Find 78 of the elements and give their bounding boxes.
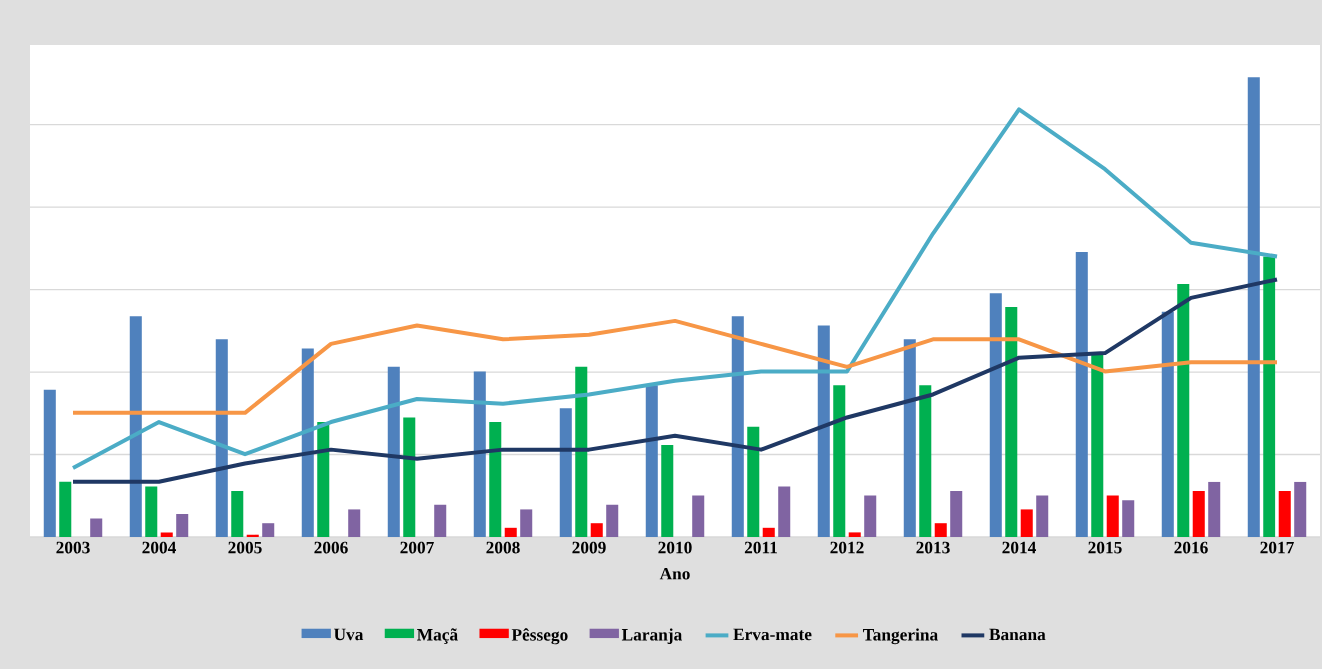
bar xyxy=(989,293,1002,537)
bar xyxy=(1161,311,1174,537)
bar xyxy=(848,532,861,537)
bar xyxy=(1020,509,1033,537)
x-tick-label: 2016 xyxy=(1174,541,1208,554)
x-tick-label: 2012 xyxy=(830,541,864,554)
bar xyxy=(215,339,228,537)
x-tick-label: 2014 xyxy=(1002,541,1037,554)
x-tick-label: 2005 xyxy=(228,541,262,554)
bar xyxy=(1208,481,1221,537)
bar xyxy=(817,325,830,537)
bar xyxy=(1075,251,1088,537)
bar xyxy=(1278,491,1291,537)
bar xyxy=(1122,500,1135,537)
bar xyxy=(1177,284,1190,537)
x-tick-label: 2006 xyxy=(314,541,348,554)
bar xyxy=(1005,307,1018,537)
bar xyxy=(590,523,603,537)
bar xyxy=(934,523,947,537)
x-tick-label: 2008 xyxy=(486,541,520,554)
bar xyxy=(731,316,744,537)
x-tick-label: 2004 xyxy=(142,541,177,554)
bar xyxy=(559,408,572,537)
bar xyxy=(160,532,173,537)
bar xyxy=(661,445,674,537)
bar xyxy=(692,495,705,537)
bar xyxy=(473,371,486,537)
bar xyxy=(301,348,314,537)
x-tick-label: 2010 xyxy=(658,541,692,554)
bar xyxy=(348,509,361,537)
bar xyxy=(317,422,330,537)
bar xyxy=(90,518,103,537)
bar xyxy=(950,491,963,537)
x-tick-label: 2003 xyxy=(56,541,90,554)
bar xyxy=(747,426,760,537)
bar xyxy=(778,486,791,537)
bar xyxy=(403,417,416,537)
x-tick-label: 2009 xyxy=(572,541,606,554)
bar xyxy=(145,486,158,537)
x-tick-label: 2011 xyxy=(744,541,777,554)
bar xyxy=(129,316,142,537)
bar xyxy=(575,366,588,537)
bar xyxy=(231,491,244,537)
legend-label: Maçã xyxy=(417,628,458,645)
bar xyxy=(1294,481,1307,537)
bar xyxy=(59,481,72,537)
bar xyxy=(504,527,517,537)
bar xyxy=(176,514,189,537)
bar xyxy=(903,339,916,537)
bar xyxy=(606,504,619,537)
bar xyxy=(1106,495,1119,537)
x-tick-label: 2007 xyxy=(400,541,434,554)
bar xyxy=(919,385,932,537)
x-tick-label: 2013 xyxy=(916,541,950,554)
bar xyxy=(645,385,658,537)
legend-label: Erva-mate xyxy=(733,628,812,641)
bar xyxy=(43,389,56,537)
bar xyxy=(262,523,275,537)
bar xyxy=(1091,353,1104,537)
bar xyxy=(1247,77,1260,537)
legend-label: Uva xyxy=(334,628,364,641)
bar xyxy=(489,422,502,537)
bar xyxy=(762,527,775,537)
x-tick-label: 2015 xyxy=(1088,541,1122,554)
bar xyxy=(1036,495,1049,537)
bar xyxy=(833,385,846,537)
bar xyxy=(434,504,447,537)
legend-label: Pêssego xyxy=(511,628,568,645)
legend-label: Banana xyxy=(989,628,1046,641)
bar xyxy=(387,366,400,537)
legend-label: Laranja xyxy=(621,628,682,645)
bar xyxy=(1192,491,1205,537)
x-tick-label: 2017 xyxy=(1260,541,1294,554)
x-axis-title: Ano xyxy=(659,567,690,580)
bar xyxy=(1263,256,1276,537)
legend-label: Tangerina xyxy=(862,628,938,645)
bar xyxy=(520,509,533,537)
bar xyxy=(864,495,877,537)
